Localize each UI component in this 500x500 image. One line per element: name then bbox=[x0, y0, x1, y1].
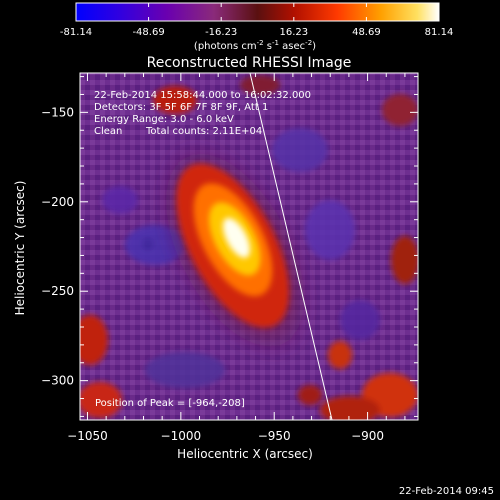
image-area bbox=[80, 73, 418, 420]
x-tick-label: −950 bbox=[258, 429, 291, 443]
annotations: 22-Feb-2014 15:58:44.000 to 16:02:32.000… bbox=[94, 90, 311, 409]
y-tick-label: −300 bbox=[41, 374, 74, 388]
y-tick-label: −200 bbox=[41, 195, 74, 209]
y-axis-label: Heliocentric Y (arcsec) bbox=[13, 181, 27, 316]
colorbar-tick-labels: -81.14 -48.69 -16.23 16.23 48.69 81.14 bbox=[60, 27, 453, 38]
red-patches bbox=[80, 75, 418, 420]
x-tick-label: −1050 bbox=[67, 429, 108, 443]
colorbar: -81.14 -48.69 -16.23 16.23 48.69 81.14 (photo… bbox=[60, 2, 453, 52]
colorbar-tick-label: -48.69 bbox=[132, 27, 164, 38]
colorbar-tick-label: 81.14 bbox=[425, 27, 454, 38]
y-axis: −150 −200 −250 −300 bbox=[41, 76, 418, 417]
flare-source bbox=[156, 140, 314, 360]
colorbar-tick-label: 16.23 bbox=[279, 27, 308, 38]
colorbar-tick-label: -16.23 bbox=[205, 27, 237, 38]
colorbar-ticks bbox=[75, 3, 440, 21]
annotation-detectors: Detectors: 3F 5F 6F 7F 8F 9F, Att 1 bbox=[94, 102, 268, 113]
colorbar-tick-label: 48.69 bbox=[352, 27, 381, 38]
footer-timestamp: 22-Feb-2014 09:45 bbox=[399, 486, 494, 497]
y-tick-label: −150 bbox=[41, 105, 74, 119]
plot-frame bbox=[79, 72, 419, 421]
colorbar-unit-label: (photons cm-2 s-1 asec-2) bbox=[194, 39, 316, 52]
annotation-method: Clean bbox=[94, 126, 122, 137]
solar-limb-line bbox=[249, 73, 333, 420]
plot-title: Reconstructed RHESSI Image bbox=[147, 55, 352, 71]
colorbar-tick-label: -81.14 bbox=[60, 27, 92, 38]
annotation-total-counts: Total counts: 2.11E+04 bbox=[145, 126, 262, 137]
flare-core bbox=[222, 217, 251, 258]
x-tick-label: −900 bbox=[351, 429, 384, 443]
x-axis: −1050 −1000 −950 −900 bbox=[67, 73, 406, 443]
annotation-peak-position: Position of Peak = [-964,-208] bbox=[95, 398, 245, 409]
y-tick-label: −250 bbox=[41, 284, 74, 298]
x-tick-label: −1000 bbox=[161, 429, 202, 443]
annotation-time-range: 22-Feb-2014 15:58:44.000 to 16:02:32.000 bbox=[94, 90, 311, 101]
annotation-energy-range: Energy Range: 3.0 - 6.0 keV bbox=[94, 114, 234, 125]
x-axis-label: Heliocentric X (arcsec) bbox=[177, 447, 313, 461]
colorbar-gradient bbox=[75, 2, 440, 22]
